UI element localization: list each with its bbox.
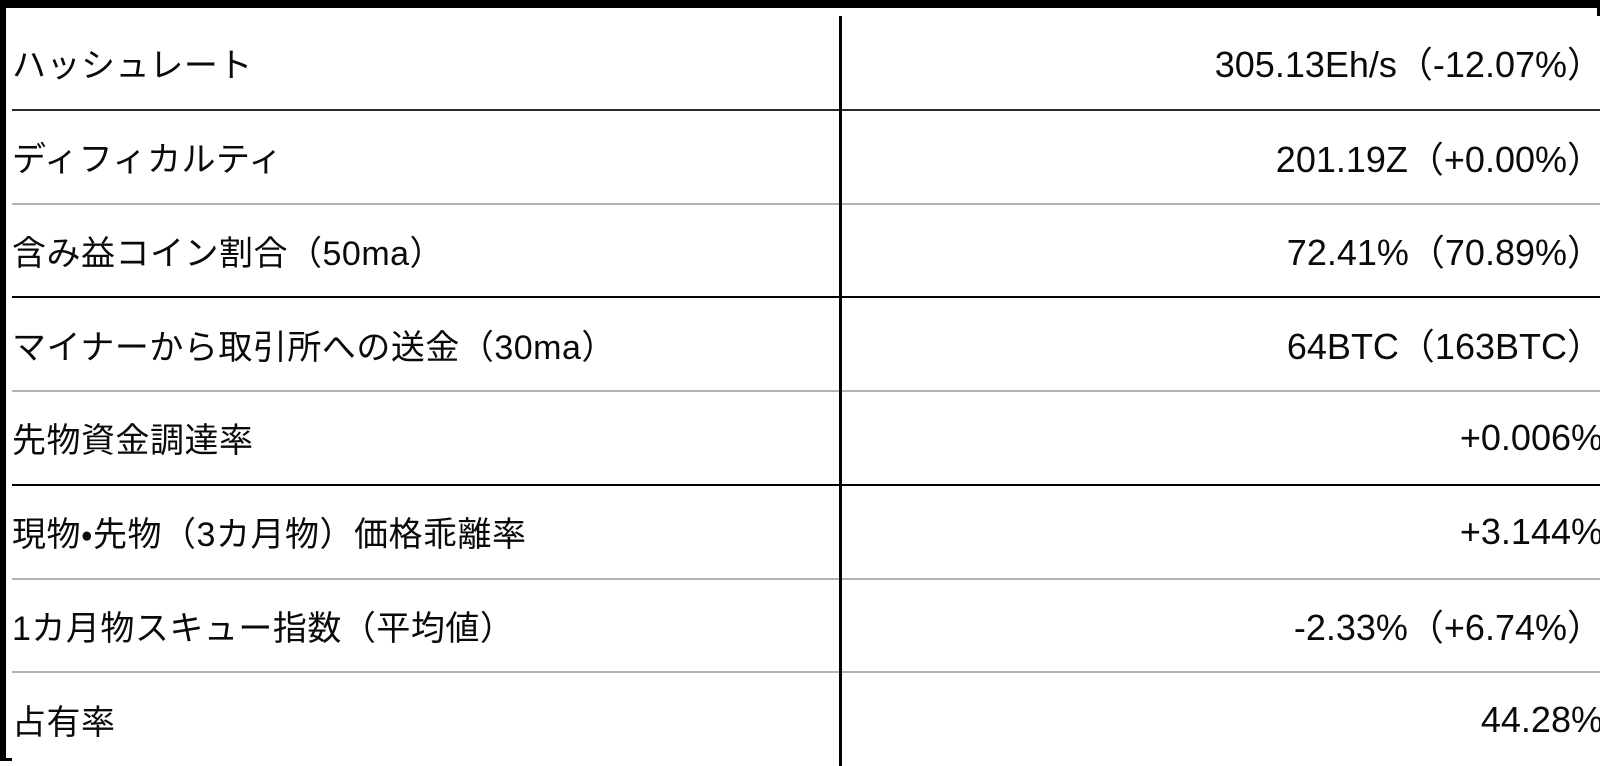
metric-label-profitable-coins: 含み益コイン割合（50ma） [12, 204, 841, 298]
metric-value-profitable-coins: 72.41%（70.89%） [841, 204, 1600, 298]
table-row: 現物・先物（3カ月物）価格乖離率 +3.144% [12, 485, 1600, 579]
metric-label-funding-rate: 先物資金調達率 [12, 391, 841, 485]
metric-label-skew-index: 1カ月物スキュー指数（平均値） [12, 579, 841, 673]
metric-value-dominance: 44.28% [841, 672, 1600, 766]
table-row: マイナーから取引所への送金（30ma） 64BTC（163BTC） [12, 297, 1600, 391]
metrics-table: ハッシュレート 305.13Eh/s（-12.07%） ディフィカルティ 201… [12, 16, 1600, 766]
metric-value-miner-to-exchange: 64BTC（163BTC） [841, 297, 1600, 391]
metric-value-hashrate: 305.13Eh/s（-12.07%） [841, 16, 1600, 110]
metric-value-skew-index: -2.33%（+6.74%） [841, 579, 1600, 673]
table-row: 先物資金調達率 +0.006% [12, 391, 1600, 485]
metric-label-hashrate: ハッシュレート [12, 16, 841, 110]
metrics-table-body: ハッシュレート 305.13Eh/s（-12.07%） ディフィカルティ 201… [12, 16, 1600, 766]
table-row: 1カ月物スキュー指数（平均値） -2.33%（+6.74%） [12, 579, 1600, 673]
metric-value-funding-rate: +0.006% [841, 391, 1600, 485]
table-row: 含み益コイン割合（50ma） 72.41%（70.89%） [12, 204, 1600, 298]
metric-label-difficulty: ディフィカルティ [12, 110, 841, 204]
metric-label-basis-spread: 現物・先物（3カ月物）価格乖離率 [12, 485, 841, 579]
table-row: ハッシュレート 305.13Eh/s（-12.07%） [12, 16, 1600, 110]
metric-value-difficulty: 201.19Z（+0.00%） [841, 110, 1600, 204]
metric-label-dominance: 占有率 [12, 672, 841, 766]
metric-label-miner-to-exchange: マイナーから取引所への送金（30ma） [12, 297, 841, 391]
table-row: ディフィカルティ 201.19Z（+0.00%） [12, 110, 1600, 204]
table-row: 占有率 44.28% [12, 672, 1600, 766]
metric-value-basis-spread: +3.144% [841, 485, 1600, 579]
